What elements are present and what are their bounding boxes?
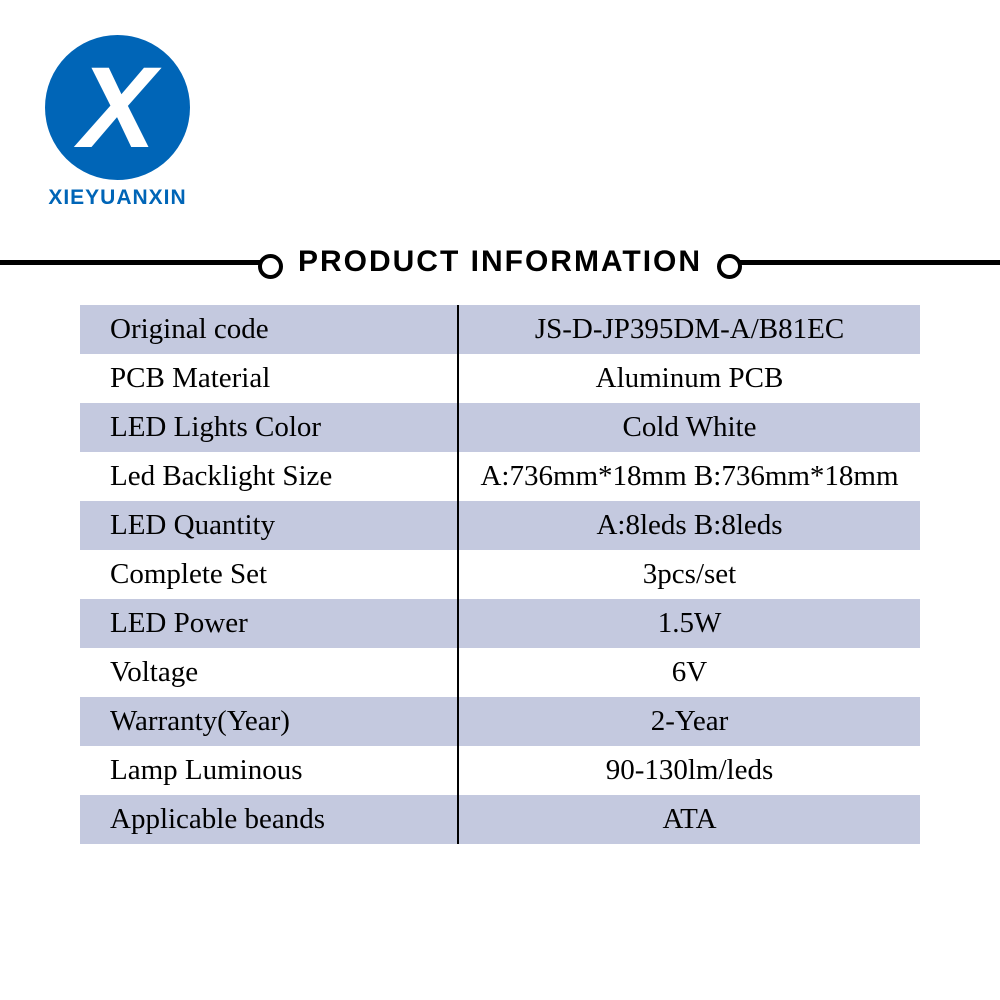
table-row: Applicable beands ATA	[80, 795, 920, 844]
spec-value: ATA	[458, 795, 920, 844]
brand-logo: X XIEYUANXIN	[45, 35, 190, 210]
spec-value: 2-Year	[458, 697, 920, 746]
header-title: PRODUCT INFORMATION	[273, 245, 727, 279]
logo-letter: X	[79, 42, 156, 174]
spec-table: Original code JS-D-JP395DM-A/B81EC PCB M…	[80, 305, 920, 844]
spec-label: Warranty(Year)	[80, 697, 458, 746]
header-line-left	[0, 260, 273, 265]
section-header: PRODUCT INFORMATION	[0, 245, 1000, 279]
table-row: Voltage 6V	[80, 648, 920, 697]
spec-label: Led Backlight Size	[80, 452, 458, 501]
spec-value: Cold White	[458, 403, 920, 452]
table-row: Led Backlight Size A:736mm*18mm B:736mm*…	[80, 452, 920, 501]
table-row: Complete Set 3pcs/set	[80, 550, 920, 599]
spec-value: 90-130lm/leds	[458, 746, 920, 795]
table-row: LED Power 1.5W	[80, 599, 920, 648]
spec-value: 6V	[458, 648, 920, 697]
table-row: Original code JS-D-JP395DM-A/B81EC	[80, 305, 920, 354]
spec-value: 3pcs/set	[458, 550, 920, 599]
header-line-right	[727, 260, 1000, 265]
spec-label: Lamp Luminous	[80, 746, 458, 795]
spec-value: A:8leds B:8leds	[458, 501, 920, 550]
spec-table-container: Original code JS-D-JP395DM-A/B81EC PCB M…	[80, 305, 920, 844]
spec-label: LED Quantity	[80, 501, 458, 550]
table-row: Warranty(Year) 2-Year	[80, 697, 920, 746]
spec-label: Voltage	[80, 648, 458, 697]
spec-value: A:736mm*18mm B:736mm*18mm	[458, 452, 920, 501]
table-row: Lamp Luminous 90-130lm/leds	[80, 746, 920, 795]
spec-value: JS-D-JP395DM-A/B81EC	[458, 305, 920, 354]
table-row: LED Lights Color Cold White	[80, 403, 920, 452]
spec-label: Complete Set	[80, 550, 458, 599]
spec-table-body: Original code JS-D-JP395DM-A/B81EC PCB M…	[80, 305, 920, 844]
spec-value: Aluminum PCB	[458, 354, 920, 403]
spec-label: LED Power	[80, 599, 458, 648]
spec-label: Applicable beands	[80, 795, 458, 844]
spec-label: Original code	[80, 305, 458, 354]
table-row: PCB Material Aluminum PCB	[80, 354, 920, 403]
spec-label: LED Lights Color	[80, 403, 458, 452]
table-row: LED Quantity A:8leds B:8leds	[80, 501, 920, 550]
brand-name: XIEYUANXIN	[45, 186, 190, 210]
spec-label: PCB Material	[80, 354, 458, 403]
spec-value: 1.5W	[458, 599, 920, 648]
logo-circle: X	[45, 35, 190, 180]
